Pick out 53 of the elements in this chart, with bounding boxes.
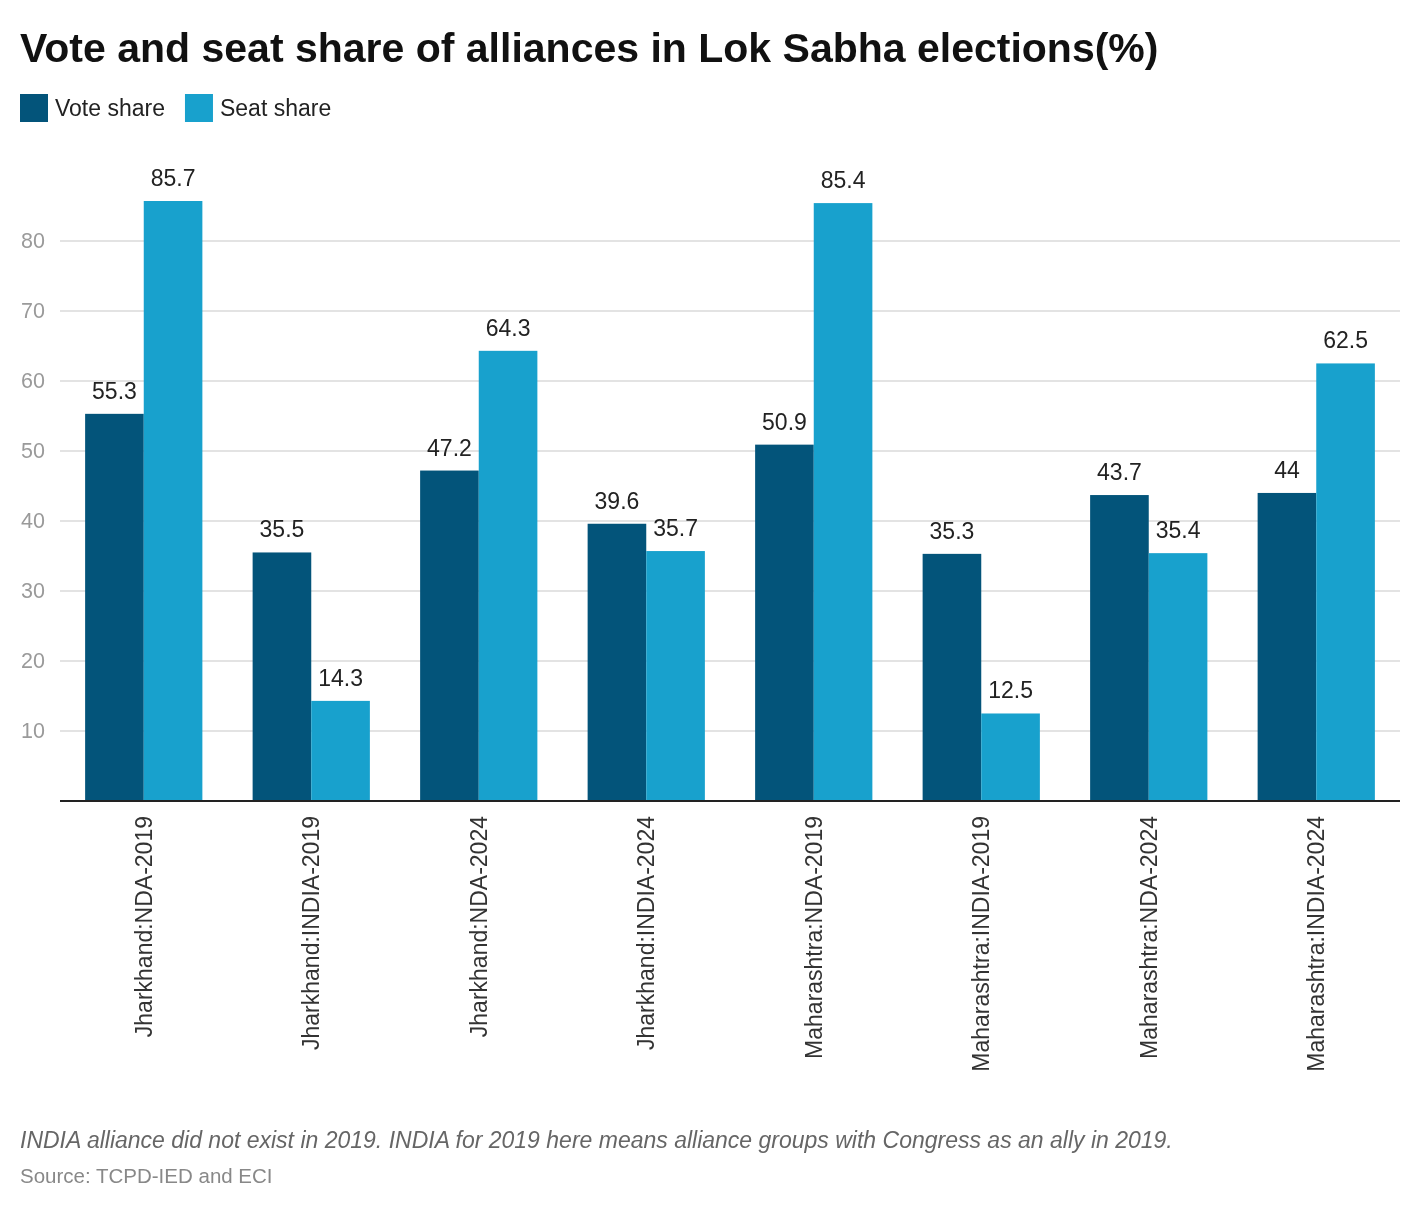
data-label: 14.3 (318, 664, 363, 691)
bar (755, 444, 814, 801)
y-tick-label: 60 (21, 369, 46, 394)
bar (252, 552, 312, 801)
data-label: 35.3 (929, 517, 975, 544)
bar (1316, 363, 1375, 801)
x-tick-label: Maharashtra:NDA-2024 (1135, 815, 1162, 1059)
y-tick-label: 50 (21, 439, 46, 464)
data-label: 44 (1274, 456, 1300, 483)
y-tick-label: 40 (21, 509, 46, 534)
x-tick-label: Jharkhand:NDA-2024 (465, 815, 492, 1038)
bar (420, 470, 479, 801)
bar (981, 713, 1040, 801)
bar (646, 551, 705, 801)
source-note: Source: TCPD-IED and ECI (20, 1164, 273, 1187)
bar (1148, 553, 1208, 801)
bar (1257, 492, 1317, 801)
x-tick-label: Maharashtra:INDIA-2019 (968, 816, 995, 1072)
data-label: 85.7 (150, 165, 196, 191)
x-tick-label: Maharashtra:NDA-2019 (800, 816, 827, 1059)
y-tick-label: 70 (21, 299, 46, 324)
bar (587, 523, 647, 801)
data-label: 35.5 (259, 516, 305, 543)
x-tick-label: Jharkhand:INDIA-2019 (298, 816, 325, 1050)
y-tick-label: 20 (21, 649, 46, 674)
bar (1090, 495, 1149, 801)
legend-label: Seat share (219, 95, 332, 121)
text: INDIA alliance did not exist in 2019. INDIA for 2019 here means alliance groups with Congress as an ally in 2019. (20, 1127, 1173, 1153)
y-tick-label: 80 (21, 229, 46, 254)
x-tick-label: Jharkhand:NDA-2019 (130, 816, 157, 1038)
y-tick-label: 10 (21, 719, 46, 744)
data-label: 55.3 (92, 377, 137, 404)
legend-label: Vote share (55, 95, 165, 121)
y-tick-label: 30 (21, 579, 46, 604)
data-label: 35.4 (1155, 517, 1201, 544)
data-label: 12.5 (988, 677, 1033, 704)
x-tick-label: Maharashtra:INDIA-2024 (1303, 815, 1330, 1072)
data-label: 85.4 (820, 167, 866, 194)
bar (478, 350, 538, 801)
data-label: 39.6 (594, 487, 640, 514)
data-label: 47.2 (427, 434, 472, 461)
bar (922, 553, 982, 801)
data-label: 35.7 (653, 515, 698, 542)
bar (85, 413, 144, 801)
data-label: 43.7 (1097, 459, 1142, 486)
bar (311, 700, 370, 801)
data-label: 62.5 (1323, 327, 1368, 354)
bar (143, 201, 203, 801)
data-label: 50.9 (762, 408, 807, 435)
bar (813, 203, 873, 801)
data-label: 64.3 (485, 314, 531, 341)
chart-title: Vote and seat share of alliances in Lok Sabha elections(%) (20, 25, 1159, 71)
x-tick-label: Jharkhand:INDIA-2024 (633, 815, 660, 1050)
